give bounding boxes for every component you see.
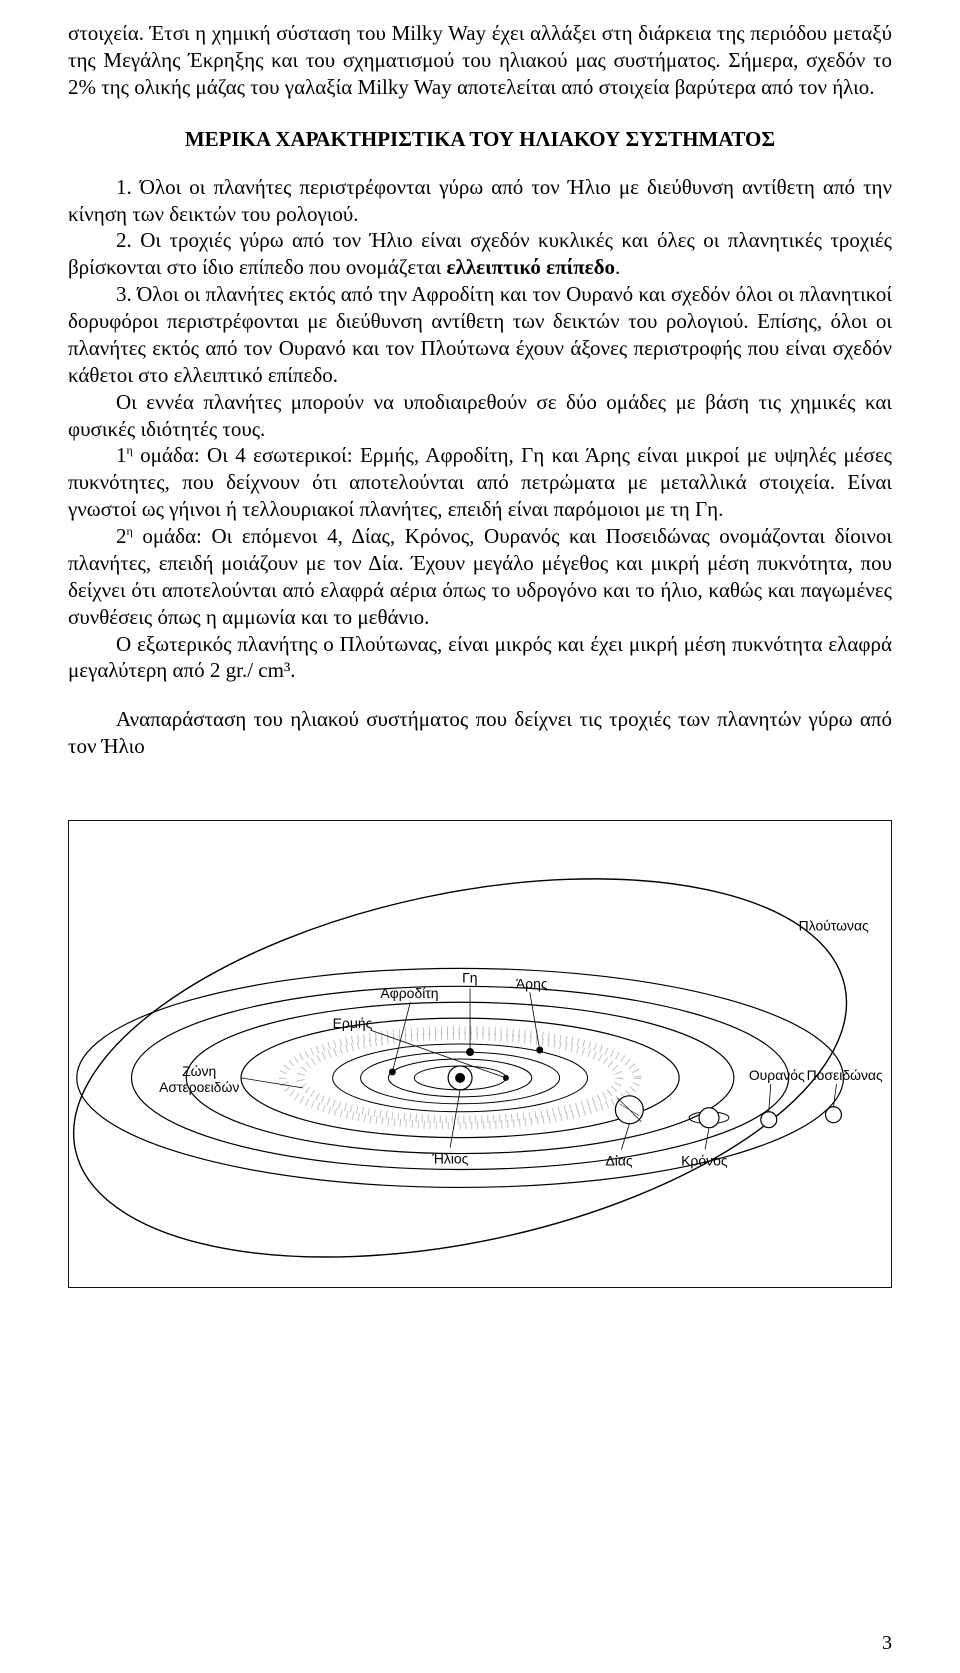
neptune-body — [826, 1107, 842, 1123]
item-1: 1. Όλοι οι πλανήτες περιστρέφονται γύρω … — [68, 174, 892, 228]
label-pluto: Πλούτωνας — [799, 918, 869, 934]
group-2: 2η ομάδα: Οι επόμενοι 4, Δίας, Κρόνος, Ο… — [68, 523, 892, 631]
solar-system-diagram: Πλούτωνας Γη Αφροδίτη Άρης Ερμής Ζώνη Ασ… — [68, 820, 892, 1288]
group-1-rest: ομάδα: Οι 4 εσωτερικοί: Ερμής, Αφροδίτη,… — [68, 443, 892, 521]
pluto-paragraph: Ο εξωτερικός πλανήτης ο Πλούτωνας, είναι… — [68, 631, 892, 685]
label-belt-1: Ζώνη — [182, 1063, 216, 1079]
group-1: 1η ομάδα: Οι 4 εσωτερικοί: Ερμής, Αφροδί… — [68, 442, 892, 523]
label-jupiter: Δίας — [605, 1153, 632, 1169]
label-uranus: Ουρανός — [749, 1067, 805, 1083]
mercury-body — [503, 1075, 509, 1081]
venus-body — [389, 1068, 396, 1075]
saturn-body — [689, 1108, 729, 1128]
label-mercury: Ερμής — [333, 1015, 373, 1031]
label-venus: Αφροδίτη — [380, 985, 438, 1001]
sun-core — [455, 1073, 465, 1083]
label-earth: Γη — [462, 969, 477, 985]
item-2: 2. Οι τροχιές γύρω από τον Ήλιο είναι σχ… — [68, 227, 892, 281]
label-belt-2: Αστεροειδών — [159, 1079, 239, 1095]
label-mars: Άρης — [516, 975, 548, 991]
intro-paragraph: στοιχεία. Έτσι η χημική σύσταση του Milk… — [68, 20, 892, 101]
section-title: ΜΕΡΙΚΑ ΧΑΡΑΚΤΗΡΙΣΤΙΚΑ ΤΟΥ ΗΛΙΑΚΟΥ ΣΥΣΤΗΜ… — [68, 127, 892, 152]
item-3: 3. Όλοι οι πλανήτες εκτός από την Αφροδί… — [68, 281, 892, 389]
orbit-pluto — [69, 821, 881, 1287]
item-2-text-c: . — [615, 255, 620, 279]
item-2-bold: ελλειπτικό επίπεδο — [447, 255, 615, 279]
group-2-num: 2 — [116, 524, 127, 548]
group-1-num: 1 — [116, 443, 127, 467]
page: στοιχεία. Έτσι η χημική σύσταση του Milk… — [0, 0, 960, 1673]
diagram-caption: Αναπαράσταση του ηλιακού συστήματος που … — [68, 706, 892, 760]
group-2-rest: ομάδα: Οι επόμενοι 4, Δίας, Κρόνος, Ουρα… — [68, 524, 892, 629]
page-number: 3 — [882, 1632, 892, 1655]
solar-system-svg: Πλούτωνας Γη Αφροδίτη Άρης Ερμής Ζώνη Ασ… — [69, 821, 891, 1287]
uranus-body — [761, 1112, 777, 1128]
label-sun: Ήλιος — [431, 1151, 468, 1167]
groups-intro: Οι εννέα πλανήτες μπορούν να υποδιαιρεθο… — [68, 389, 892, 443]
label-neptune: Ποσειδώνας — [807, 1067, 883, 1083]
label-saturn: Κρόνος — [681, 1153, 728, 1169]
